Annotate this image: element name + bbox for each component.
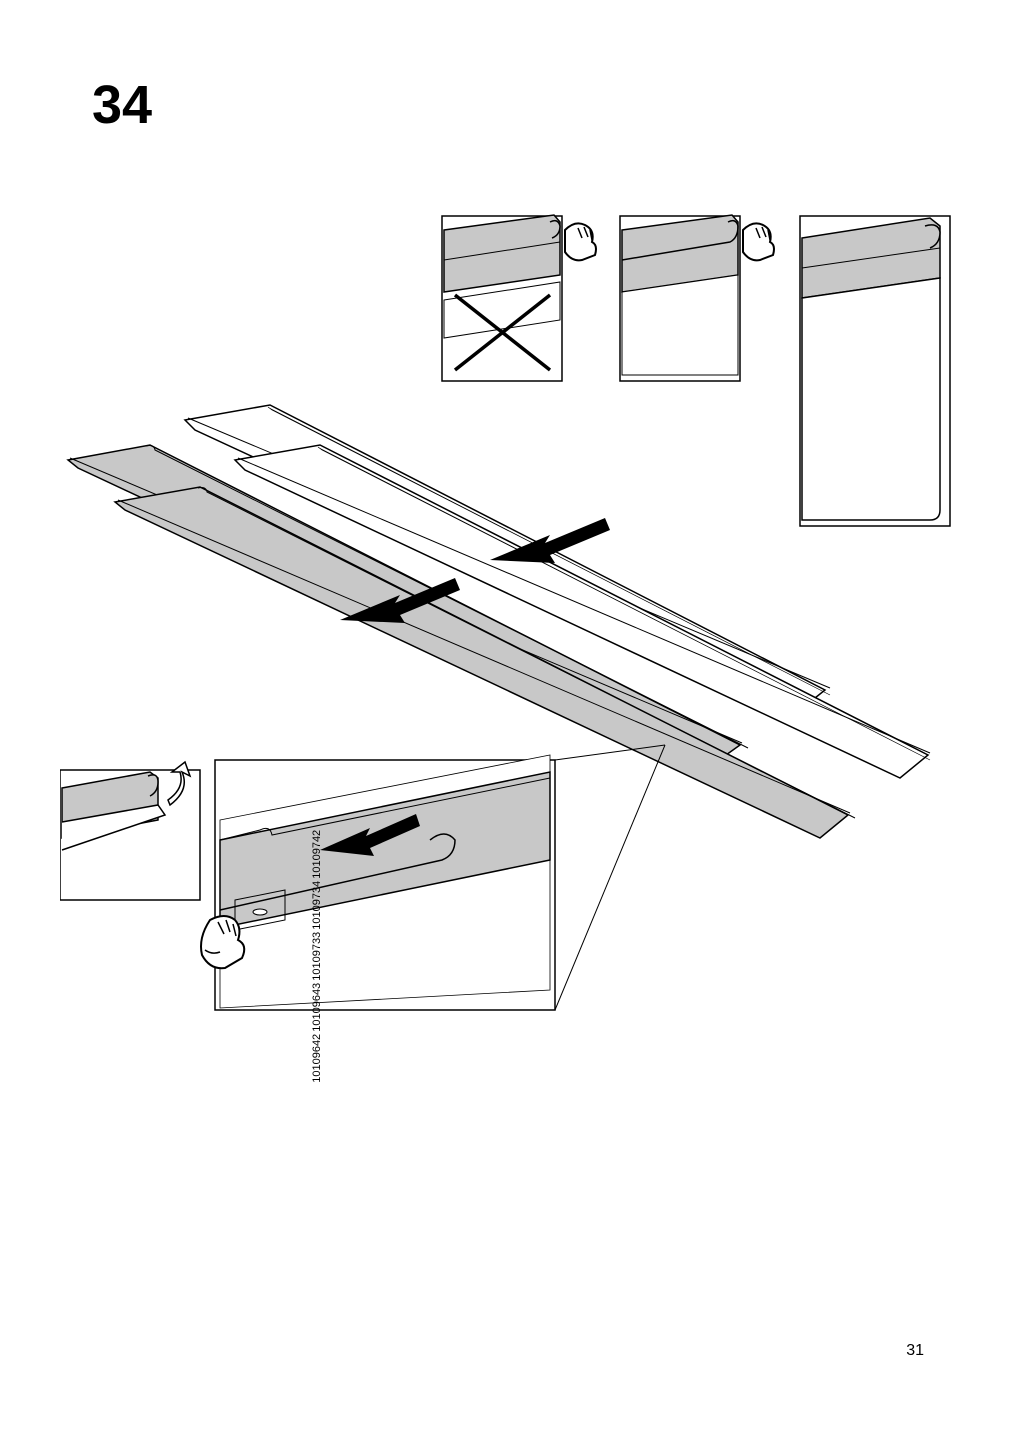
- part-numbers-list: 10109642 10109643 10109733 10109734 1010…: [312, 830, 323, 1083]
- part-number: 10109734: [312, 881, 323, 930]
- part-number: 10109642: [312, 1034, 323, 1083]
- part-number: 10109742: [312, 830, 323, 879]
- detail-panel-correct-side: [620, 215, 774, 381]
- detail-panel-slide: [201, 745, 665, 1010]
- detail-panel-rotation: [60, 762, 200, 900]
- detail-panel-result: [800, 216, 950, 526]
- part-number: 10109733: [312, 932, 323, 981]
- page-number: 31: [906, 1342, 924, 1360]
- part-number: 10109643: [312, 983, 323, 1032]
- assembly-diagram: [60, 200, 952, 1020]
- step-number: 34: [92, 74, 152, 136]
- detail-panel-incorrect: [442, 215, 596, 381]
